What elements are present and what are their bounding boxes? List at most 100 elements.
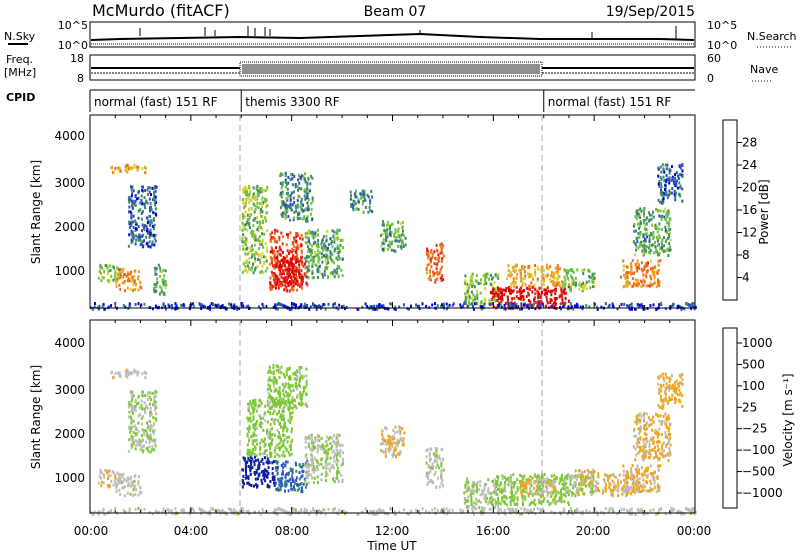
heatmap-cell <box>659 175 662 179</box>
heatmap-cell <box>274 304 277 308</box>
heatmap-cell <box>242 474 245 478</box>
heatmap-cell <box>134 229 137 232</box>
heatmap-cell <box>126 170 129 174</box>
heatmap-cell <box>117 166 120 170</box>
heatmap-cell <box>578 473 581 477</box>
heatmap-cell <box>303 389 306 392</box>
heatmap-cell <box>464 296 467 300</box>
heatmap-cell <box>241 198 244 202</box>
heatmap-cell <box>472 298 475 302</box>
heatmap-cell <box>327 246 329 250</box>
heatmap-cell <box>291 480 294 483</box>
heatmap-cell <box>285 260 288 264</box>
heatmap-cell <box>272 285 275 289</box>
heatmap-cell <box>298 181 301 185</box>
heatmap-cell <box>294 260 297 264</box>
heatmap-cell <box>250 466 253 470</box>
heatmap-cell <box>565 274 568 277</box>
heatmap-cell <box>658 303 661 307</box>
heatmap-cell <box>276 256 279 260</box>
heatmap-cell <box>336 246 339 250</box>
heatmap-cell <box>284 276 287 280</box>
heatmap-cell <box>393 449 396 453</box>
heatmap-cell <box>439 269 442 273</box>
heatmap-cell <box>583 470 586 473</box>
heatmap-cell <box>292 372 295 376</box>
heatmap-cell <box>281 453 284 457</box>
heatmap-cell <box>249 450 252 454</box>
heatmap-cell <box>263 262 266 266</box>
heatmap-cell <box>122 267 125 271</box>
heatmap-cell <box>244 185 247 189</box>
heatmap-cell <box>292 254 295 258</box>
heatmap-cell <box>301 470 304 473</box>
heatmap-cell <box>681 163 684 167</box>
heatmap-cell <box>137 421 140 425</box>
heatmap-cell <box>303 208 306 212</box>
heatmap-cell <box>246 481 249 485</box>
heatmap-cell <box>281 409 284 413</box>
heatmap-cell <box>497 273 500 276</box>
heatmap-cell <box>128 438 131 442</box>
heatmap-cell <box>362 191 365 195</box>
heatmap-cell <box>314 231 317 235</box>
heatmap-cell <box>242 225 245 229</box>
heatmap-cell <box>653 276 656 280</box>
heatmap-cell <box>111 265 114 268</box>
heatmap-cell <box>519 293 522 297</box>
heatmap-cell <box>631 277 634 281</box>
heatmap-cell <box>336 466 339 470</box>
heatmap-cell <box>295 482 298 486</box>
heatmap-cell <box>306 461 309 465</box>
heatmap-cell <box>529 475 532 479</box>
heatmap-cell <box>516 264 518 268</box>
heatmap-cell <box>251 253 254 257</box>
heatmap-cell <box>298 186 301 190</box>
heatmap-cell <box>307 249 309 253</box>
heatmap-cell <box>310 458 313 462</box>
heatmap-cell <box>333 268 336 272</box>
heatmap-cell <box>145 166 147 170</box>
heatmap-cell <box>500 299 503 303</box>
heatmap-cell <box>146 426 149 430</box>
heatmap-cell <box>271 251 274 255</box>
heatmap-cell <box>466 505 468 509</box>
heatmap-cell <box>289 198 292 202</box>
heatmap-cell <box>523 289 526 293</box>
heatmap-cell <box>295 303 297 307</box>
heatmap-cell <box>168 304 171 308</box>
heatmap-cell <box>331 245 334 249</box>
heatmap-cell <box>134 283 137 286</box>
heatmap-cell <box>133 274 136 278</box>
power-ytick-1000: 1000 <box>54 264 85 278</box>
heatmap-cell <box>258 452 261 456</box>
heatmap-cell <box>673 181 676 185</box>
heatmap-cell <box>257 458 260 462</box>
heatmap-cell <box>115 278 118 282</box>
heatmap-cell <box>493 298 496 302</box>
heatmap-cell <box>643 214 645 218</box>
heatmap-cell <box>270 259 273 263</box>
heatmap-cell <box>278 386 281 390</box>
heatmap-cell <box>284 264 287 268</box>
heatmap-cell <box>247 193 250 197</box>
heatmap-cell <box>595 484 597 488</box>
heatmap-cell <box>287 419 290 422</box>
heatmap-cell <box>327 243 330 246</box>
heatmap-cell <box>304 274 307 278</box>
heatmap-cell <box>466 289 469 293</box>
heatmap-cell <box>251 442 254 446</box>
heatmap-cell <box>299 384 302 388</box>
heatmap-cell <box>119 374 122 378</box>
heatmap-cell <box>264 419 267 423</box>
heatmap-cell <box>306 255 308 259</box>
heatmap-cell <box>567 271 570 275</box>
heatmap-cell <box>247 208 250 212</box>
heatmap-cell <box>370 189 373 193</box>
heatmap-cell <box>311 271 314 275</box>
heatmap-cell <box>522 503 524 507</box>
heatmap-cell <box>665 167 668 171</box>
heatmap-cell <box>295 232 298 235</box>
heatmap-cell <box>604 302 607 306</box>
heatmap-cell <box>635 229 638 233</box>
